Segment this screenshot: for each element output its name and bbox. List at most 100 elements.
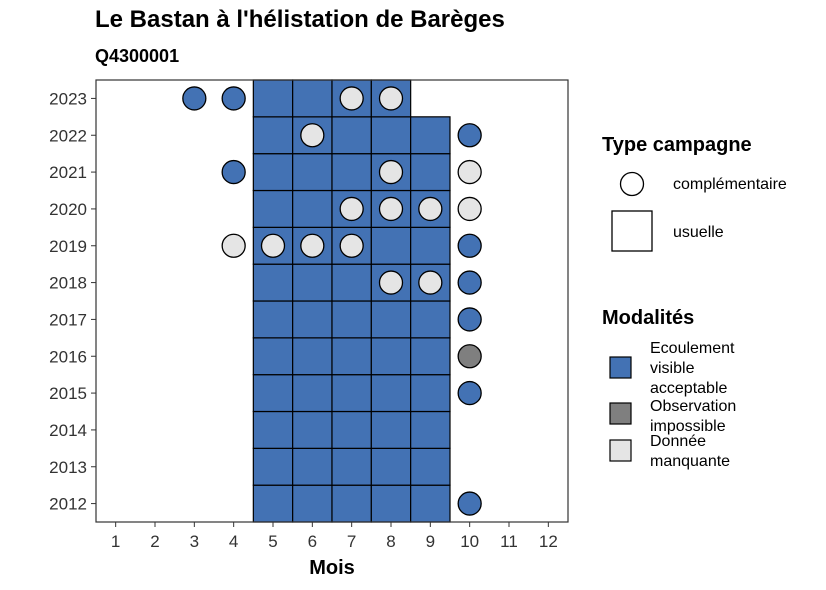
- chart-title: Le Bastan à l'hélistation de Barèges: [95, 6, 505, 33]
- y-tick-label: 2015: [49, 384, 87, 403]
- usuelle-cell: [331, 153, 372, 192]
- complementaire-points: [182, 86, 482, 516]
- legend-key-modalite: [609, 402, 632, 425]
- complementaire-point: [182, 86, 207, 111]
- y-tick-label: 2020: [49, 200, 87, 219]
- complementaire-point: [300, 233, 325, 258]
- usuelle-cell: [292, 447, 333, 486]
- x-tick-label: 9: [426, 532, 435, 551]
- usuelle-cell: [331, 300, 372, 339]
- usuelle-cell: [252, 374, 294, 413]
- legend: Type campagne complémentaire usuelle Modali…: [602, 134, 787, 470]
- usuelle-cell: [370, 337, 412, 376]
- complementaire-point: [418, 196, 443, 222]
- complementaire-point: [457, 123, 482, 148]
- usuelle-cell: [292, 410, 333, 449]
- y-tick-label: 2016: [49, 347, 87, 366]
- legend-label-modalite: Ecoulement visible acceptable: [650, 340, 735, 397]
- y-tick-label: 2012: [49, 495, 87, 514]
- y-tick-label: 2022: [49, 126, 87, 145]
- usuelle-cell: [370, 116, 412, 155]
- usuelle-cell: [331, 374, 372, 413]
- usuelle-cell: [410, 337, 451, 376]
- y-tick-label: 2014: [49, 421, 87, 440]
- complementaire-point: [418, 270, 443, 295]
- complementaire-point: [339, 233, 364, 258]
- usuelle-cell: [292, 263, 333, 302]
- y-tick-label: 2021: [49, 163, 87, 182]
- usuelle-cell: [410, 153, 451, 192]
- x-axis-title: Mois: [309, 557, 355, 579]
- legend-key-complementaire: [619, 171, 645, 197]
- legend-title-modalites: Modalités: [602, 307, 694, 329]
- complementaire-point: [221, 233, 246, 258]
- usuelle-cell: [252, 153, 294, 192]
- x-tick-label: 12: [539, 532, 558, 551]
- legend-label-usuelle: usuelle: [673, 224, 724, 241]
- usuelle-cell: [252, 410, 294, 449]
- usuelle-cell: [331, 410, 372, 449]
- y-tick-label: 2017: [49, 310, 87, 329]
- usuelle-cell: [292, 153, 333, 192]
- usuelle-cell: [410, 116, 451, 155]
- usuelle-cell: [252, 189, 294, 228]
- usuelle-cell: [292, 484, 333, 523]
- y-tick-label: 2019: [49, 237, 87, 256]
- usuelle-cell: [370, 410, 412, 449]
- usuelle-cell: [370, 484, 412, 523]
- complementaire-point: [457, 380, 482, 406]
- complementaire-point: [221, 86, 246, 111]
- legend-label-modalite: Donnée manquante: [650, 433, 730, 470]
- x-tick-label: 4: [229, 532, 238, 551]
- legend-label-complementaire: complémentaire: [673, 176, 787, 193]
- x-tick-label: 5: [268, 532, 277, 551]
- complementaire-point: [457, 307, 482, 332]
- usuelle-cell: [370, 447, 412, 486]
- complementaire-point: [378, 159, 404, 185]
- y-axis: 2012 2013 2014 2015 2016 2017 2018 2019 2020 2021…: [49, 89, 96, 514]
- usuelle-cell: [410, 410, 451, 449]
- usuelle-cell: [292, 337, 333, 376]
- legend-label-modalite: Observation impossible: [650, 398, 736, 435]
- usuelle-cell: [252, 484, 294, 523]
- usuelle-cell: [252, 263, 294, 302]
- complementaire-point: [260, 233, 286, 258]
- legend-title-type-campagne: Type campagne: [602, 134, 752, 156]
- usuelle-cell: [370, 226, 412, 265]
- y-tick-label: 2013: [49, 458, 87, 477]
- usuelle-cell: [410, 484, 451, 523]
- complementaire-point: [221, 159, 246, 185]
- x-tick-label: 10: [460, 532, 479, 551]
- x-tick-label: 2: [150, 532, 159, 551]
- usuelle-cell: [252, 300, 294, 339]
- usuelle-cell: [331, 484, 372, 523]
- x-axis: 1 2 3 4 5 6 7 8 9 10 11 12: [111, 522, 558, 551]
- y-tick-label: 2023: [49, 89, 87, 108]
- usuelle-cell: [252, 337, 294, 376]
- complementaire-point: [339, 86, 364, 111]
- complementaire-point: [339, 196, 364, 222]
- complementaire-point: [457, 344, 482, 369]
- usuelle-cell: [410, 300, 451, 339]
- complementaire-point: [457, 196, 482, 222]
- usuelle-cell: [292, 189, 333, 228]
- x-tick-label: 3: [190, 532, 199, 551]
- complementaire-point: [378, 270, 404, 295]
- usuelle-cell: [252, 79, 294, 118]
- complementaire-point: [378, 86, 404, 111]
- y-tick-label: 2018: [49, 274, 87, 293]
- complementaire-point: [457, 233, 482, 258]
- usuelle-cell: [252, 447, 294, 486]
- usuelle-cell: [292, 300, 333, 339]
- usuelle-cell: [410, 447, 451, 486]
- usuelle-cell: [292, 374, 333, 413]
- complementaire-point: [300, 123, 325, 148]
- plot-border: [95, 79, 569, 523]
- complementaire-point: [457, 159, 482, 185]
- usuelle-cell: [370, 300, 412, 339]
- usuelle-cell: [410, 226, 451, 265]
- usuelle-cell: [331, 116, 372, 155]
- x-tick-label: 6: [308, 532, 317, 551]
- usuelle-cell: [331, 447, 372, 486]
